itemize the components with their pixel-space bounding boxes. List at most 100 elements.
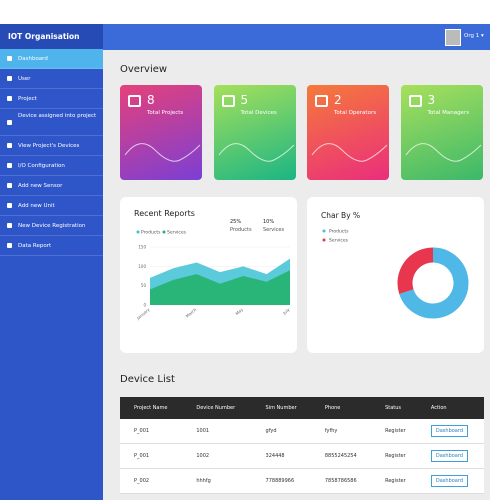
card-value: 5: [240, 93, 249, 107]
legend-dot: [162, 230, 166, 234]
card-value: 2: [334, 93, 342, 107]
table-body: P_001 1001 gfyd fyfhy Register Dashboard P_001…: [120, 419, 484, 494]
stat-label: Products: [230, 227, 252, 233]
avatar[interactable]: [445, 29, 461, 46]
legend-dot: [322, 229, 326, 233]
stat-card: 2 Total Operators: [307, 85, 389, 180]
action-cell: Dashboard: [416, 468, 484, 494]
table-cell: P_001: [120, 443, 183, 469]
card-value: 8: [147, 93, 155, 107]
x-tick-label: March: [185, 307, 198, 319]
legend-dot: [322, 238, 326, 242]
pie-chart: Products Services: [322, 229, 469, 319]
menu-item[interactable]: Add new Unit: [0, 196, 103, 216]
panel-title: Recent Reports: [134, 209, 195, 218]
x-tick-label: July: [281, 307, 291, 317]
table-cell: P_001: [120, 419, 183, 444]
header-row: Project Name Device Number Sim Number Phone…: [120, 397, 484, 419]
menu-item[interactable]: Project: [0, 89, 103, 109]
section-title: Device List: [120, 374, 175, 385]
column-header: Status: [371, 397, 417, 419]
donut-slice: [397, 247, 434, 294]
area: [150, 270, 290, 305]
sparkline: [405, 143, 481, 162]
menu-item[interactable]: View Project's Devices: [0, 136, 103, 156]
x-tick-label: January: [135, 307, 151, 322]
menu-item[interactable]: Dashboard: [0, 49, 103, 69]
legend-label: Products: [329, 229, 349, 235]
legend-label: Services: [329, 238, 349, 244]
table-cell: 7858786586: [310, 468, 372, 494]
sparkline-path: [311, 143, 388, 162]
stat-label: Services: [263, 227, 285, 233]
column-header: Device Number: [182, 397, 252, 419]
column-header: Phone: [310, 397, 372, 419]
user-menu[interactable]: Org 1 ▾: [464, 33, 484, 39]
menu-item[interactable]: Add new Sensor: [0, 176, 103, 196]
legend-dot: [136, 230, 140, 234]
y-tick-label: 0: [143, 303, 146, 308]
stat-change: 10%: [263, 219, 275, 225]
table-cell: 1001: [182, 419, 252, 444]
menu-item[interactable]: Device assigned into project: [0, 109, 103, 136]
dashboard-button[interactable]: Dashboard: [430, 425, 469, 437]
action-cell: Dashboard: [416, 443, 484, 469]
menu-item[interactable]: User: [0, 69, 103, 89]
menu-item[interactable]: I/O Configuration: [0, 156, 103, 176]
panel-title: Char By %: [321, 211, 361, 220]
y-tick-label: 100: [138, 264, 146, 269]
sparkline-path: [405, 143, 481, 162]
donut-slice: [399, 247, 469, 319]
dashboard-button[interactable]: Dashboard: [430, 450, 469, 462]
card-icon: [315, 95, 328, 107]
card-value: 3: [427, 93, 436, 107]
card-label: Total Projects: [147, 110, 184, 116]
area-chart: 0 50 100 150 January March May July Products Serv…: [135, 230, 291, 322]
pie-panel: Char By % Products Services: [307, 197, 484, 353]
table-cell: Register: [371, 443, 417, 469]
table-cell: 1002: [182, 443, 252, 469]
table-cell: Register: [371, 419, 417, 444]
card-label: Total Operators: [334, 110, 377, 116]
main: Overview 8 Total Projects 5 Total Devices 2 T…: [103, 50, 490, 500]
card-icon: [221, 95, 235, 107]
sparkline: [218, 143, 294, 162]
reports-panel: Recent Reports 25% Products 10% Services 0 5…: [120, 197, 297, 353]
topbar: Org 1 ▾: [103, 24, 490, 50]
legend-label: Services: [167, 230, 187, 236]
card-icon: [408, 95, 422, 107]
legend-label: Products: [141, 230, 161, 236]
y-tick-label: 50: [141, 283, 147, 288]
menu-item[interactable]: Data Report: [0, 236, 103, 256]
stat-change: 25%: [230, 219, 242, 225]
sparkline: [311, 143, 388, 162]
column-header: Action: [416, 397, 484, 419]
section-title: Overview: [120, 64, 168, 75]
menu-item[interactable]: New Device Registration: [0, 216, 103, 236]
action-cell: Dashboard: [416, 419, 484, 444]
sparkline: [124, 143, 201, 162]
column-header: Project Name: [120, 397, 183, 419]
card-label: Total Devices: [240, 110, 277, 116]
table-row: P_002 hhhfg 778889966 7858786586 Register Das…: [120, 468, 484, 494]
table-row: P_001 1001 gfyd fyfhy Register Dashboard: [120, 419, 484, 444]
table-cell: 324448: [251, 443, 311, 469]
y-tick-label: 150: [138, 245, 146, 250]
table-cell: P_002: [120, 468, 183, 494]
sparkline-path: [218, 143, 294, 162]
column-header: Sim Number: [251, 397, 311, 419]
brand: IOT Organisation: [0, 24, 103, 49]
table-cell: hhhfg: [182, 468, 252, 494]
stat-card: 5 Total Devices: [213, 85, 296, 180]
table-cell: 8855245254: [310, 443, 372, 469]
stat-card: 8 Total Projects: [120, 85, 202, 180]
dashboard-button[interactable]: Dashboard: [430, 475, 469, 487]
table-cell: gfyd: [251, 419, 311, 444]
user-name[interactable]: Org 1: [464, 33, 480, 39]
table-cell: fyfhy: [310, 419, 372, 444]
device-table: Project Name Device Number Sim Number Phone…: [120, 397, 484, 494]
table-row: P_001 1002 324448 8855245254 Register Dashboa…: [120, 443, 484, 469]
sidebar: IOT Organisation Dashboard User Project Dev…: [0, 24, 103, 500]
card-icon: [128, 95, 141, 107]
